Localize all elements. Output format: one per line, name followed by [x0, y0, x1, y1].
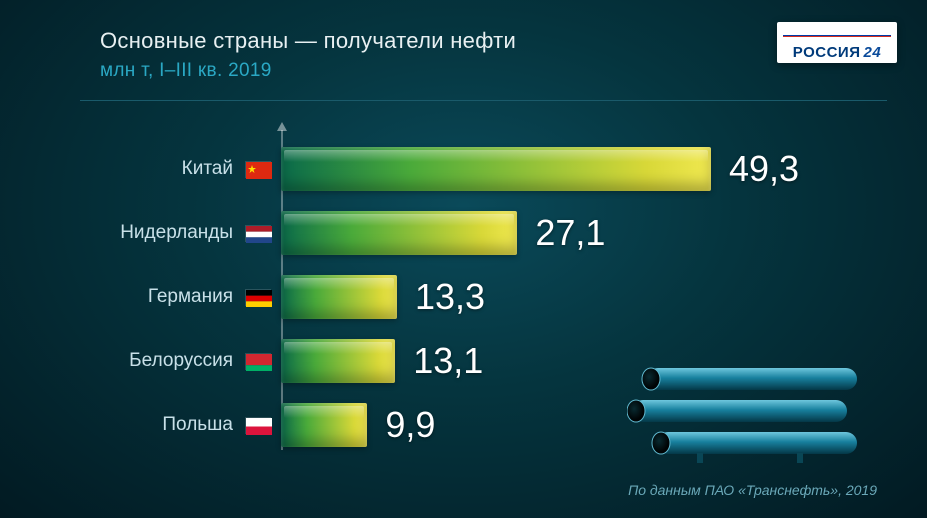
- bar-value: 13,3: [415, 276, 485, 318]
- title-sub: млн т, I–III кв. 2019: [100, 60, 887, 82]
- logo-text: РОССИЯ24: [783, 44, 891, 61]
- bar-fill: [281, 403, 367, 447]
- chart-row: Нидерланды 27,1: [100, 206, 867, 260]
- country-flag-icon: [245, 353, 271, 370]
- header-divider: [80, 100, 887, 101]
- chart-row: Китай 49,3: [100, 142, 867, 196]
- chart-header: Основные страны — получатели нефти млн т…: [100, 28, 887, 82]
- bar-fill: [281, 211, 517, 255]
- bar-fill: [281, 147, 711, 191]
- chart-row: Германия 13,3: [100, 270, 867, 324]
- bar-fill: [281, 339, 395, 383]
- logo-num: 24: [864, 44, 882, 61]
- bar-value: 27,1: [535, 212, 605, 254]
- country-flag-icon: [245, 417, 271, 434]
- russia-flag-stripe-icon: [783, 34, 891, 37]
- country-flag-icon: [245, 161, 271, 178]
- bar-value: 13,1: [413, 340, 483, 382]
- channel-logo: РОССИЯ24: [777, 22, 897, 63]
- logo-word: РОССИЯ: [793, 44, 861, 61]
- bar-track: 13,3: [281, 275, 867, 319]
- chart-row: Польша 9,9: [100, 398, 867, 452]
- bar-value: 9,9: [385, 404, 435, 446]
- bar-chart: Китай 49,3 Нидерланды 27,1 Германия 13,3…: [100, 142, 867, 448]
- country-flag-icon: [245, 225, 271, 242]
- bar-track: 9,9: [281, 403, 867, 447]
- bar-fill: [281, 275, 397, 319]
- title-main: Основные страны — получатели нефти: [100, 28, 887, 54]
- bar-track: 27,1: [281, 211, 867, 255]
- bar-track: 13,1: [281, 339, 867, 383]
- country-flag-icon: [245, 289, 271, 306]
- chart-row: Белоруссия 13,1: [100, 334, 867, 388]
- bar-track: 49,3: [281, 147, 867, 191]
- bar-value: 49,3: [729, 148, 799, 190]
- country-label: Белоруссия: [100, 350, 245, 372]
- country-label: Нидерланды: [100, 222, 245, 244]
- data-source: По данным ПАО «Транснефть», 2019: [628, 482, 877, 498]
- country-label: Германия: [100, 286, 245, 308]
- country-label: Китай: [100, 158, 245, 180]
- country-label: Польша: [100, 414, 245, 436]
